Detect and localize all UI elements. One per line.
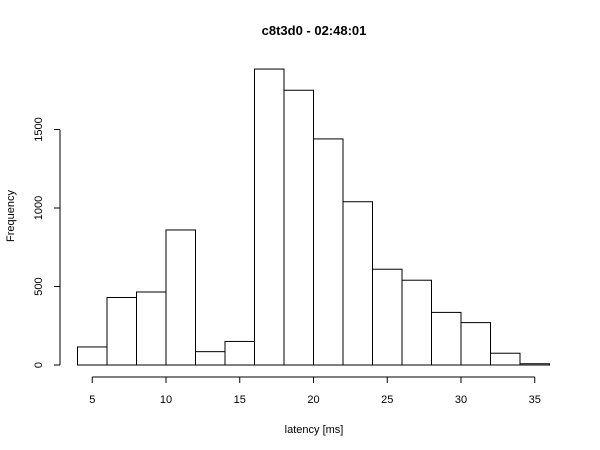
- x-tick-label-30: 30: [455, 394, 467, 406]
- x-tick-label-5: 5: [89, 394, 95, 406]
- y-tick-label-500: 500: [33, 277, 45, 295]
- histogram-bar-5: [195, 351, 226, 366]
- histogram-bar-16: [519, 363, 550, 366]
- bars-layer: [77, 68, 550, 366]
- histogram-bar-12: [401, 279, 432, 366]
- histogram-bar-6: [224, 340, 255, 366]
- histogram-bar-15: [490, 352, 521, 366]
- chart-title: c8t3d0 - 02:48:01: [262, 23, 367, 38]
- x-tick-label-15: 15: [234, 394, 246, 406]
- histogram-bar-1: [77, 346, 108, 366]
- histogram-bar-3: [136, 291, 167, 366]
- histogram-bar-4: [165, 229, 196, 366]
- x-tick-label-10: 10: [160, 394, 172, 406]
- histogram-bar-13: [431, 311, 462, 366]
- x-tick-label-25: 25: [381, 394, 393, 406]
- y-tick-label-1500: 1500: [33, 117, 45, 141]
- histogram-bar-8: [283, 89, 314, 366]
- y-axis-title: Frequency: [5, 190, 17, 242]
- histogram-bar-7: [254, 68, 285, 366]
- histogram-bar-2: [106, 296, 137, 366]
- y-tick-label-1000: 1000: [33, 196, 45, 220]
- x-tick-label-35: 35: [529, 394, 541, 406]
- histogram-bar-11: [372, 268, 403, 366]
- x-tick-label-20: 20: [307, 394, 319, 406]
- y-axis: 0 500 1000 1500: [33, 117, 61, 368]
- histogram-bar-9: [313, 138, 344, 366]
- x-axis: 5 10 15 20 25 30 35: [89, 376, 541, 406]
- histogram-bar-10: [342, 201, 373, 366]
- x-axis-title: latency [ms]: [285, 424, 344, 436]
- y-tick-label-0: 0: [33, 362, 45, 368]
- histogram-bar-14: [460, 322, 491, 366]
